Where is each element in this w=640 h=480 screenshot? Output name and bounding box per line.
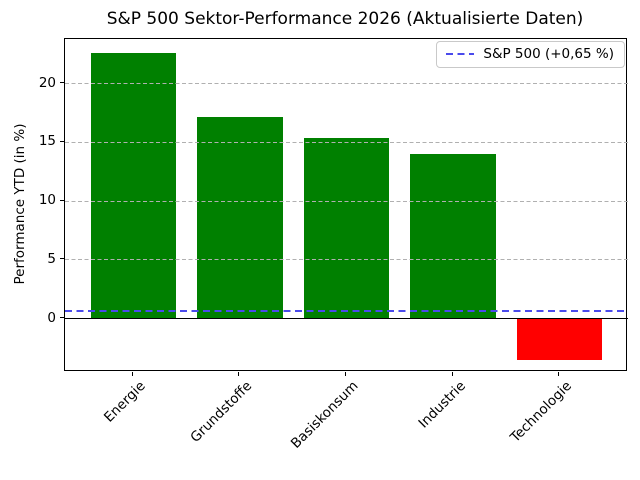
bar-basiskonsum bbox=[303, 137, 390, 319]
y-tick-10 bbox=[60, 199, 64, 201]
bar-industrie bbox=[410, 154, 496, 319]
y-tick-20 bbox=[60, 82, 64, 84]
x-tick-label-industrie: Industrie bbox=[414, 378, 469, 432]
y-tick-label-5: 5 bbox=[47, 250, 56, 267]
bar-energie bbox=[90, 53, 176, 319]
y-tick-label-20: 20 bbox=[38, 74, 56, 91]
gridline-20 bbox=[65, 83, 628, 85]
plot-inner bbox=[65, 39, 628, 372]
y-tick-label-15: 15 bbox=[38, 133, 56, 150]
x-tick-industrie bbox=[451, 372, 453, 376]
y-tick-label-10: 10 bbox=[38, 192, 56, 209]
chart-title: S&P 500 Sektor-Performance 2026 (Aktuali… bbox=[106, 9, 584, 29]
x-tick-technologie bbox=[558, 372, 560, 376]
bar-grundstoffe bbox=[197, 116, 283, 319]
bar-technologie bbox=[517, 318, 603, 360]
gridline-5 bbox=[65, 259, 628, 261]
x-tick-label-energie: Energie bbox=[100, 378, 149, 426]
y-tick-0 bbox=[60, 317, 64, 319]
x-tick-label-basiskonsum: Basiskonsum bbox=[288, 378, 362, 452]
sp500-reference-line bbox=[65, 309, 628, 312]
y-axis-label: Performance YTD (in %) bbox=[12, 123, 28, 285]
y-tick-5 bbox=[60, 258, 64, 260]
legend-label: S&P 500 (+0,65 %) bbox=[483, 46, 614, 62]
x-tick-label-grundstoffe: Grundstoffe bbox=[187, 378, 256, 446]
x-tick-basiskonsum bbox=[345, 372, 346, 376]
plot-area bbox=[64, 38, 628, 372]
x-tick-label-technologie: Technologie bbox=[507, 378, 576, 446]
x-tick-energie bbox=[131, 372, 133, 376]
y-tick-label-0: 0 bbox=[47, 309, 56, 326]
y-tick-15 bbox=[60, 140, 64, 142]
legend: S&P 500 (+0,65 %) bbox=[436, 41, 625, 68]
x-tick-grundstoffe bbox=[238, 372, 240, 376]
legend-dashed-line-icon bbox=[446, 53, 475, 55]
gridline-15 bbox=[65, 141, 628, 143]
gridline-10 bbox=[65, 200, 628, 202]
zero-line bbox=[65, 318, 628, 320]
